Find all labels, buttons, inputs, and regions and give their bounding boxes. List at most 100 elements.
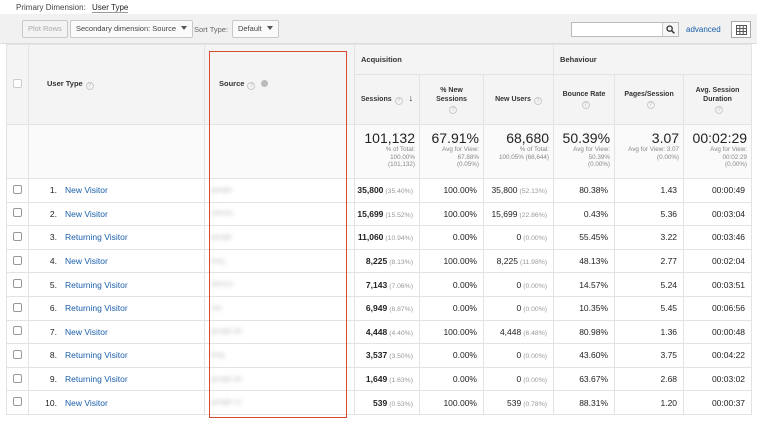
table-row: 7. New Visitor google.de 4,448 (4.40%) 100.00…	[6, 319, 753, 345]
row-checkbox[interactable]	[13, 184, 22, 194]
table-row: 2. New Visitor (direct) 15,699 (15.52%) 100.0…	[6, 201, 753, 227]
help-icon[interactable]: ?	[449, 105, 457, 114]
row-checkbox[interactable]	[13, 231, 22, 241]
row-index: 4.	[49, 256, 57, 267]
help-icon[interactable]: ?	[646, 101, 655, 109]
sessions-cell: 1,649 (1.63%)	[354, 366, 420, 392]
total-pages-session: 3.07 Avg for View: 3.07 (0.00%)	[614, 124, 685, 179]
row-checkbox[interactable]	[13, 208, 22, 218]
primary-dimension-label: Primary Dimension:	[16, 3, 86, 12]
row-checkbox[interactable]	[13, 326, 22, 336]
row-checkbox[interactable]	[13, 373, 22, 383]
avg-duration-cell: 00:03:51	[683, 272, 753, 297]
advanced-link[interactable]: advanced	[686, 25, 721, 34]
bounce-rate-cell: 48.13%	[553, 248, 616, 274]
row-checkbox[interactable]	[13, 349, 22, 359]
user-type-link[interactable]: Returning Visitor	[65, 374, 128, 385]
user-type-link[interactable]: Returning Visitor	[65, 232, 128, 243]
row-checkbox-cell	[6, 248, 29, 274]
sessions-cell: 3,537 (3.50%)	[354, 343, 420, 368]
user-type-cell: 1. New Visitor	[28, 178, 205, 203]
table-row: 10. New Visitor google.co 539 (0.53%) 100.00%…	[6, 390, 753, 415]
column-header-user-type[interactable]: User Type?	[28, 44, 205, 125]
help-icon[interactable]: ?	[247, 82, 256, 90]
column-header-sessions[interactable]: Sessions? ↓	[354, 74, 420, 125]
user-type-link[interactable]: New Visitor	[65, 185, 108, 196]
user-type-link[interactable]: New Visitor	[65, 326, 108, 337]
group-header-acquisition: Acquisition	[353, 44, 555, 75]
sessions-cell: 4,448 (4.40%)	[354, 319, 420, 345]
table-row: 5. Returning Visitor (direct) 7,143 (7.06%) 0…	[6, 272, 753, 297]
column-header-new-users[interactable]: New Users?	[482, 74, 555, 125]
user-type-cell: 8. Returning Visitor	[28, 343, 205, 368]
row-checkbox[interactable]	[13, 397, 22, 407]
source-value: google.de	[211, 375, 242, 383]
column-header-avg-duration[interactable]: Avg. Session Duration?	[683, 74, 753, 125]
user-type-cell: 2. New Visitor	[28, 201, 205, 227]
row-index: 3.	[49, 232, 57, 243]
row-checkbox-cell	[6, 343, 29, 368]
row-index: 1.	[49, 185, 57, 196]
row-index: 10.	[45, 397, 57, 408]
sort-type-dropdown[interactable]: Default	[232, 20, 279, 38]
row-checkbox[interactable]	[13, 279, 22, 289]
user-type-link[interactable]: Returning Visitor	[65, 303, 128, 314]
report-table: User Type? Source? Acquisition Behaviour…	[6, 44, 753, 415]
pages-session-cell: 3.75	[614, 343, 685, 368]
column-header-source[interactable]: Source?	[204, 44, 355, 125]
new-users-cell: 8,225 (11.98%)	[482, 248, 555, 274]
select-all-checkbox[interactable]	[13, 79, 22, 88]
table-row: 6. Returning Visitor site 6,949 (6.87%) 0.00%…	[6, 295, 753, 321]
grid-view-button[interactable]	[731, 21, 751, 38]
row-index: 7.	[49, 326, 57, 337]
row-checkbox-cell	[6, 390, 29, 415]
user-type-link[interactable]: Returning Visitor	[65, 279, 128, 290]
new-sessions-cell: 100.00%	[419, 201, 484, 227]
column-header-pages-session[interactable]: Pages/Session?	[614, 74, 685, 125]
source-value: bing	[211, 351, 225, 359]
new-sessions-cell: 0.00%	[419, 295, 484, 321]
sessions-cell: 539 (0.53%)	[354, 390, 420, 415]
row-checkbox-cell	[6, 178, 29, 203]
pages-session-cell: 1.43	[614, 178, 685, 203]
help-icon[interactable]: ?	[581, 101, 590, 109]
help-icon[interactable]: ?	[394, 97, 403, 105]
table-row: 3. Returning Visitor google 11,060 (10.94%) 0…	[6, 225, 753, 250]
avg-duration-cell: 00:03:02	[683, 366, 753, 392]
bounce-rate-cell: 14.57%	[553, 272, 616, 297]
primary-dimension-user-type[interactable]: User Type	[92, 3, 129, 13]
avg-duration-cell: 00:06:56	[683, 295, 753, 321]
search-input[interactable]	[572, 23, 662, 36]
sessions-cell: 6,949 (6.87%)	[354, 295, 420, 321]
remove-dimension-icon[interactable]	[261, 80, 269, 87]
row-checkbox[interactable]	[13, 255, 22, 265]
user-type-link[interactable]: New Visitor	[65, 397, 108, 408]
source-header-label: Source	[219, 79, 245, 88]
sessions-cell: 7,143 (7.06%)	[354, 272, 420, 297]
user-type-link[interactable]: Returning Visitor	[65, 350, 128, 361]
help-icon[interactable]: ?	[715, 105, 724, 114]
help-icon[interactable]: ?	[533, 96, 542, 105]
secondary-dimension-dropdown[interactable]: Secondary dimension: Source	[70, 20, 194, 38]
avg-duration-cell: 00:00:49	[683, 178, 753, 203]
row-checkbox-cell	[6, 295, 29, 321]
row-index: 8.	[49, 350, 57, 361]
avg-duration-cell: 00:04:22	[683, 343, 753, 368]
new-users-cell: 0 (0.00%)	[482, 366, 555, 392]
row-checkbox[interactable]	[13, 302, 22, 312]
column-header-new-sessions[interactable]: % New Sessions?	[419, 74, 484, 125]
total-new-users: 68,680% of Total: 100.05% (68,644)	[482, 124, 555, 179]
user-type-link[interactable]: New Visitor	[65, 256, 108, 267]
row-index: 2.	[49, 208, 57, 219]
search-button[interactable]	[662, 23, 678, 36]
bounce-rate-cell: 63.67%	[553, 366, 616, 392]
avg-duration-cell: 00:00:37	[683, 390, 753, 415]
pages-session-cell: 5.24	[614, 272, 685, 297]
source-cell: google.co	[204, 390, 355, 415]
column-header-bounce-rate[interactable]: Bounce Rate?	[553, 74, 616, 125]
avg-duration-cell: 00:03:46	[683, 225, 753, 250]
user-type-link[interactable]: New Visitor	[65, 208, 108, 219]
help-icon[interactable]: ?	[85, 82, 94, 90]
plot-rows-button[interactable]: Plot Rows	[22, 20, 68, 38]
new-users-cell: 15,699 (22.86%)	[482, 201, 555, 227]
